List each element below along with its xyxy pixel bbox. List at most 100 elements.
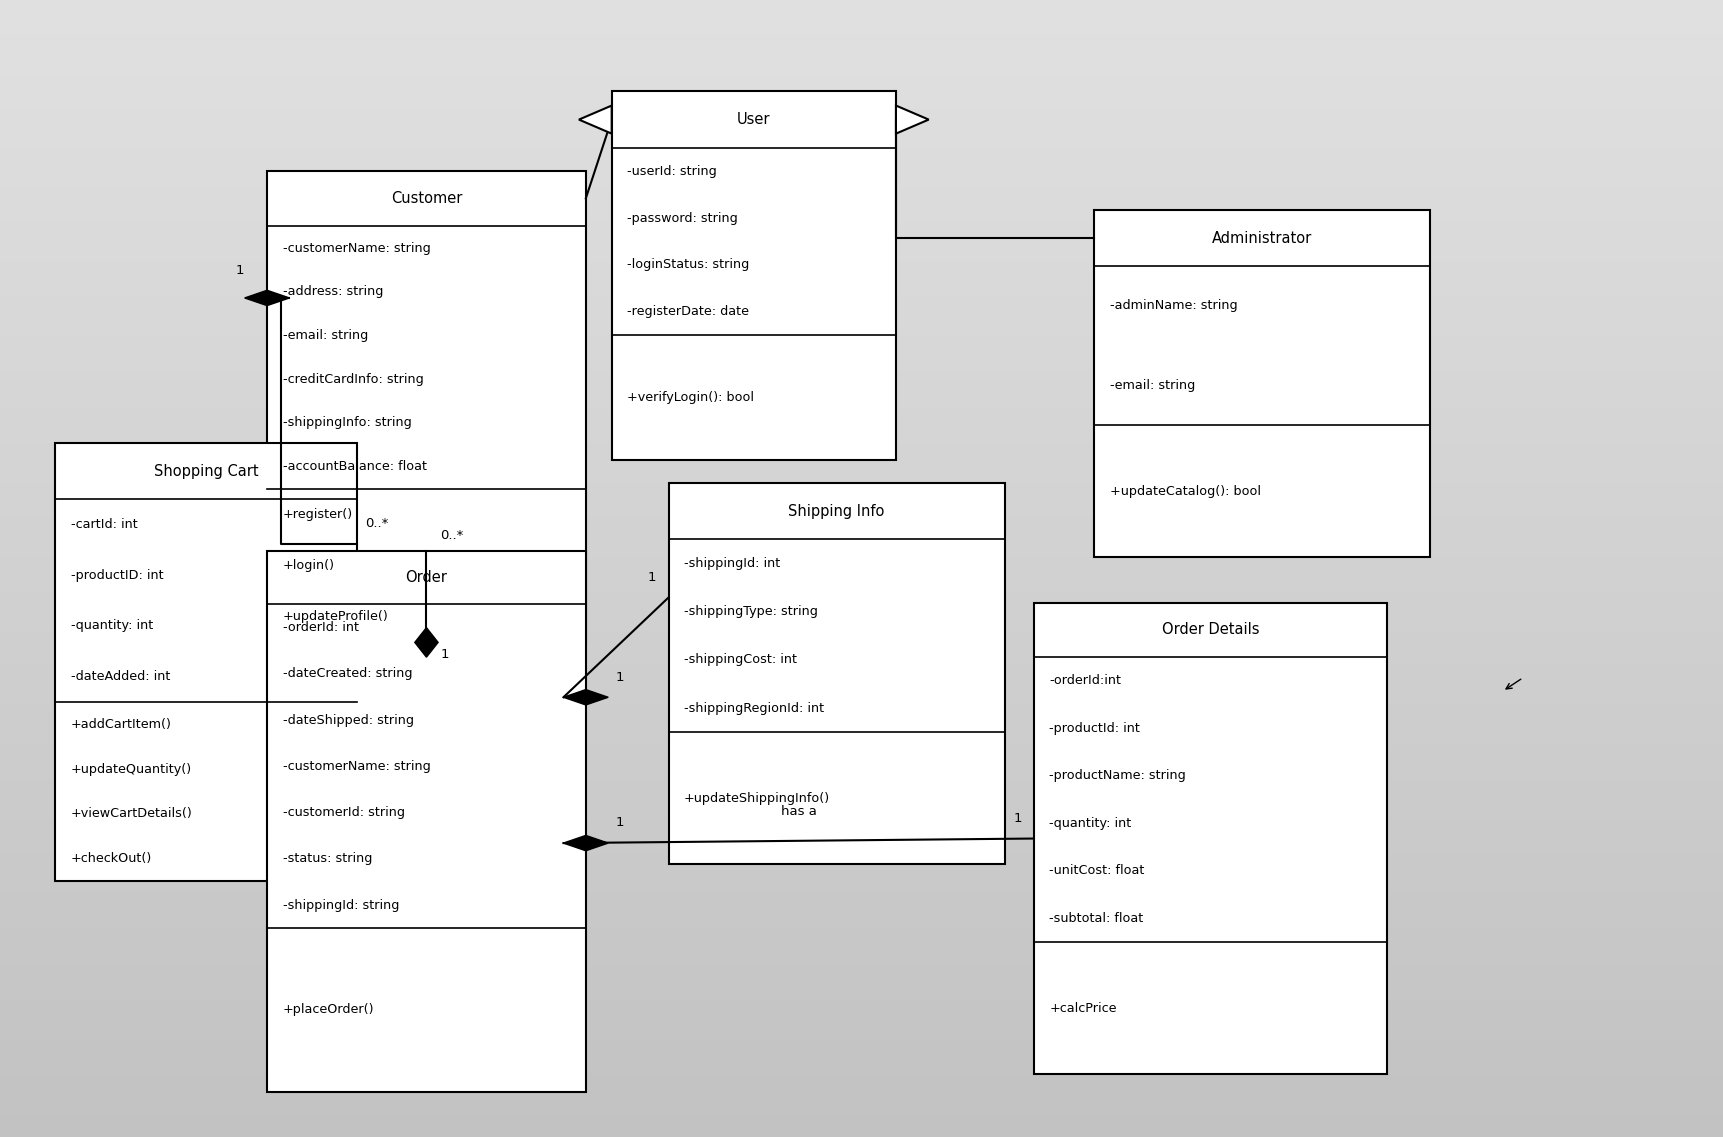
Bar <box>0 330 1723 335</box>
Bar <box>0 659 1723 665</box>
Bar <box>0 68 1723 74</box>
Bar <box>0 767 1723 773</box>
Bar <box>0 438 1723 443</box>
Bar <box>0 1052 1723 1057</box>
Text: -customerName: string: -customerName: string <box>283 760 431 773</box>
Bar <box>0 1103 1723 1109</box>
Bar <box>0 893 1723 898</box>
Text: -shippingRegionId: int: -shippingRegionId: int <box>684 702 824 715</box>
Text: 1: 1 <box>236 265 243 277</box>
Text: +verifyLogin(): bool: +verifyLogin(): bool <box>627 391 755 404</box>
Bar <box>0 500 1723 506</box>
Bar <box>0 841 1723 847</box>
Bar <box>0 102 1723 108</box>
Bar <box>0 23 1723 28</box>
Bar <box>0 256 1723 262</box>
Text: -adminName: string: -adminName: string <box>1110 299 1237 313</box>
Bar <box>0 318 1723 324</box>
Bar <box>0 944 1723 949</box>
Bar <box>0 142 1723 148</box>
Text: -dateCreated: string: -dateCreated: string <box>283 667 412 680</box>
Bar <box>0 392 1723 398</box>
Bar <box>0 74 1723 80</box>
Bar <box>0 483 1723 489</box>
Text: -accountBalance: float: -accountBalance: float <box>283 460 427 473</box>
Bar <box>0 489 1723 495</box>
Bar <box>0 989 1723 995</box>
Bar <box>0 159 1723 165</box>
Bar <box>0 745 1723 750</box>
Bar <box>0 1063 1723 1069</box>
Text: +updateShippingInfo(): +updateShippingInfo() <box>684 791 830 805</box>
Bar <box>0 34 1723 40</box>
Bar <box>0 762 1723 767</box>
Bar <box>0 824 1723 830</box>
Bar <box>0 1126 1723 1131</box>
Text: 1: 1 <box>441 648 448 661</box>
Bar <box>0 136 1723 142</box>
Text: -shippingId: int: -shippingId: int <box>684 556 781 570</box>
Polygon shape <box>579 106 612 134</box>
Bar <box>0 478 1723 483</box>
Bar <box>0 563 1723 568</box>
Text: -shippingCost: int: -shippingCost: int <box>684 654 798 666</box>
Bar <box>0 1080 1723 1086</box>
Bar <box>0 625 1723 631</box>
Bar <box>0 648 1723 654</box>
Bar <box>0 307 1723 313</box>
Text: -password: string: -password: string <box>627 211 737 225</box>
Bar <box>0 1035 1723 1040</box>
Bar <box>0 17 1723 23</box>
Bar <box>0 620 1723 625</box>
Bar <box>0 819 1723 824</box>
Bar <box>0 910 1723 915</box>
Text: -shippingType: string: -shippingType: string <box>684 605 818 617</box>
Bar <box>0 722 1723 728</box>
Bar <box>0 358 1723 364</box>
Bar <box>0 506 1723 512</box>
Bar <box>0 773 1723 779</box>
Bar <box>0 887 1723 893</box>
Text: -status: string: -status: string <box>283 853 372 865</box>
Bar <box>0 551 1723 557</box>
Bar <box>0 472 1723 478</box>
Text: +viewCartDetails(): +viewCartDetails() <box>71 807 193 821</box>
Text: -quantity: int: -quantity: int <box>71 620 153 632</box>
Text: +checkOut(): +checkOut() <box>71 853 152 865</box>
Bar <box>0 938 1723 944</box>
Text: -customerName: string: -customerName: string <box>283 241 431 255</box>
Bar <box>0 364 1723 370</box>
Bar <box>0 341 1723 347</box>
Bar <box>0 796 1723 802</box>
Bar <box>0 85 1723 91</box>
Bar <box>0 335 1723 341</box>
Bar <box>0 222 1723 227</box>
Bar <box>0 739 1723 745</box>
Text: -email: string: -email: string <box>283 329 367 342</box>
Text: 1: 1 <box>615 816 624 830</box>
Bar <box>267 551 586 1092</box>
Text: +placeOrder(): +placeOrder() <box>283 1004 374 1016</box>
Bar <box>0 949 1723 955</box>
Text: -customerId: string: -customerId: string <box>283 806 405 819</box>
Bar <box>0 932 1723 938</box>
Text: Administrator: Administrator <box>1211 231 1313 246</box>
Bar <box>0 210 1723 216</box>
Bar <box>0 677 1723 682</box>
Bar <box>0 199 1723 205</box>
Text: 0..*: 0..* <box>365 517 389 531</box>
Bar <box>0 802 1723 807</box>
Text: Customer: Customer <box>391 191 462 206</box>
Bar <box>0 568 1723 574</box>
Text: +updateProfile(): +updateProfile() <box>283 611 388 623</box>
Bar <box>0 870 1723 875</box>
Bar <box>1034 603 1387 1074</box>
Bar <box>0 853 1723 858</box>
Bar <box>0 637 1723 642</box>
Bar <box>0 449 1723 455</box>
Bar <box>0 51 1723 57</box>
Bar <box>0 688 1723 694</box>
Bar <box>0 728 1723 733</box>
Text: 1: 1 <box>1013 812 1022 825</box>
Bar <box>0 279 1723 284</box>
